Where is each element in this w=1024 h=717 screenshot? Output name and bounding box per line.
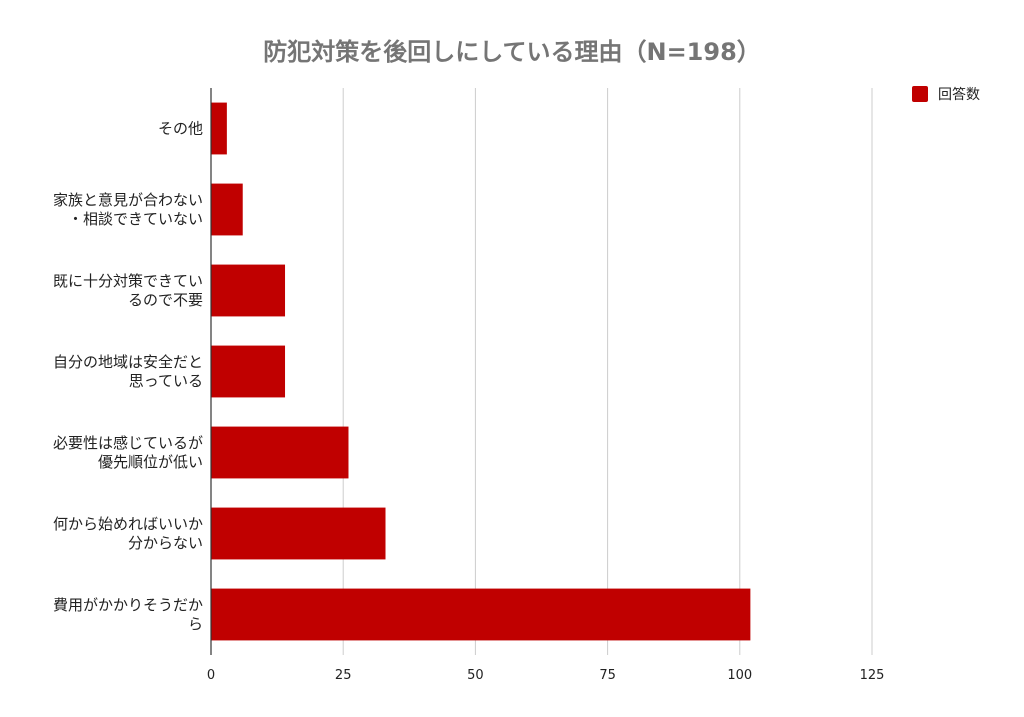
category-label: その他 (158, 120, 203, 138)
category-label: ・相談できていない (68, 210, 203, 228)
category-labels: その他家族と意見が合わない・相談できていない既に十分対策できているので不要自分の… (53, 120, 203, 634)
legend-swatch (912, 86, 928, 102)
legend: 回答数 (912, 86, 980, 103)
bars (211, 102, 751, 641)
gridlines (342, 88, 873, 655)
x-tick-label: 100 (727, 668, 752, 683)
category-label: 優先順位が低い (98, 453, 203, 471)
x-tick-label: 50 (467, 668, 484, 683)
bar (211, 507, 386, 560)
category-label: 費用がかかりそうだか (53, 596, 203, 614)
bar (211, 345, 286, 398)
x-tick-label: 25 (335, 668, 352, 683)
category-label: 必要性は感じているが (53, 434, 203, 452)
chart-title: 防犯対策を後回しにしている理由（N=198） (263, 38, 761, 66)
category-label: 自分の地域は安全だと (53, 353, 203, 371)
x-tick-label: 75 (599, 668, 616, 683)
category-label: 家族と意見が合わない (53, 191, 203, 209)
x-tick-label: 0 (207, 668, 215, 683)
legend-label: 回答数 (938, 86, 980, 103)
bar (211, 102, 227, 155)
category-label: るので不要 (128, 291, 203, 309)
bar (211, 426, 349, 479)
bar (211, 183, 243, 236)
category-label: 何から始めればいいか (53, 515, 203, 533)
x-axis-ticks: 0 25 50 75 100 125 (207, 668, 885, 683)
bar (211, 264, 286, 317)
category-label: 思っている (129, 372, 203, 390)
category-label: ら (188, 615, 203, 633)
bar (211, 588, 751, 641)
category-label: 分からない (128, 534, 203, 552)
x-tick-label: 125 (860, 668, 885, 683)
category-label: 既に十分対策できてい (53, 272, 203, 290)
